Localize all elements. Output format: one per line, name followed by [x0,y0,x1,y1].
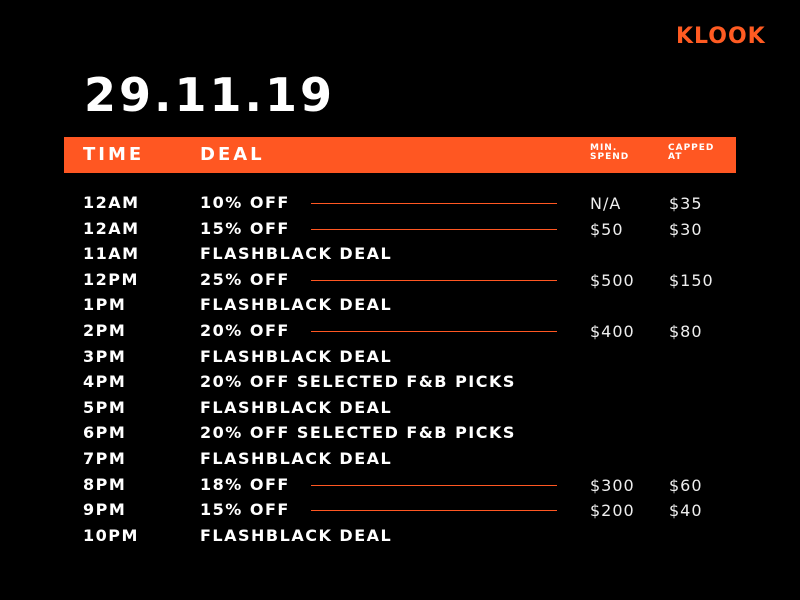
deal-cell: 15% OFF [200,500,290,520]
time-cell: 3PM [83,346,127,366]
min-spend-cell: N/A [590,194,622,213]
deal-cell: 15% OFF [200,218,290,238]
capped-at-cell: $60 [669,475,703,495]
min-spend-cell: $500 [590,270,635,290]
time-cell: 12AM [83,218,140,238]
deal-rule [311,228,557,230]
header-deal: DEAL [200,144,265,165]
header-min-spend: MIN. SPEND [590,143,630,162]
deal-cell: 25% OFF [200,269,290,289]
deal-cell: 20% OFF [200,321,290,340]
header-band [64,137,736,173]
deal-cell: FLASHBLACK DEAL [200,346,393,366]
deal-cell: FLASHBLACK DEAL [200,397,393,417]
brand-logo: KLOOK [676,24,766,49]
deal-rule [311,484,557,486]
date-title: 29.11.19 [84,68,335,122]
deal-cell: 18% OFF [200,474,290,494]
time-cell: 8PM [83,474,127,494]
time-cell: 12AM [83,193,140,212]
time-cell: 11AM [83,244,140,264]
deal-rule [311,279,557,281]
time-cell: 4PM [83,372,127,392]
capped-at-cell: $35 [669,194,703,213]
time-cell: 2PM [83,321,127,340]
time-cell: 1PM [83,295,127,315]
min-spend-cell: $50 [590,219,624,239]
header-time: TIME [83,144,145,165]
min-spend-cell: $300 [590,475,635,495]
deal-cell: FLASHBLACK DEAL [200,244,393,264]
header-capped-at: CAPPED AT [668,143,715,162]
min-spend-cell: $200 [590,501,635,521]
time-cell: 6PM [83,423,127,443]
capped-at-cell: $150 [669,270,714,290]
deal-cell: FLASHBLACK DEAL [200,295,393,315]
deal-cell: FLASHBLACK DEAL [200,449,393,468]
time-cell: 12PM [83,269,139,289]
capped-at-cell: $40 [669,501,703,521]
deal-cell: FLASHBLACK DEAL [200,525,393,545]
time-cell: 10PM [83,525,139,545]
deal-rule [311,203,557,204]
deal-cell: 20% OFF SELECTED F&B PICKS [200,423,516,443]
time-cell: 5PM [83,397,127,417]
time-cell: 9PM [83,500,127,520]
time-cell: 7PM [83,449,127,468]
deal-cell: 20% OFF SELECTED F&B PICKS [200,372,516,392]
deal-rule [311,331,557,332]
min-spend-cell: $400 [590,322,635,341]
capped-at-cell: $80 [669,322,703,341]
deal-rule [311,510,557,512]
deal-cell: 10% OFF [200,193,290,212]
capped-at-cell: $30 [669,219,703,239]
